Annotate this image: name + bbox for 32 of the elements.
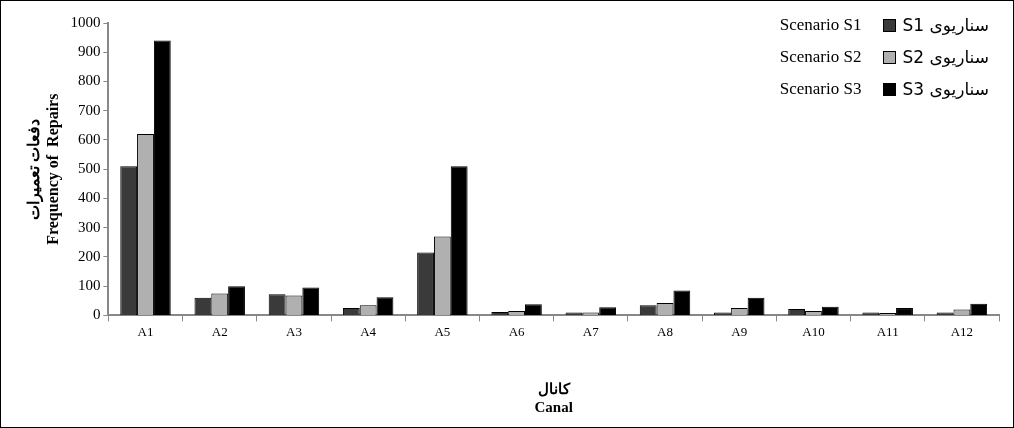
x-tick-label: A12 — [950, 323, 974, 339]
bar — [450, 166, 468, 315]
y-tick-label: 1000 — [70, 13, 101, 30]
annotation: Scenario S3 — [779, 79, 862, 99]
legend-label: سناریوی S2 — [902, 47, 989, 67]
y-tick-label: 100 — [77, 277, 101, 294]
y-tick-label: 0 — [92, 306, 101, 323]
x-tick-label: A7 — [582, 323, 600, 339]
x-tick-label: A5 — [434, 323, 451, 339]
annotation: Scenario S2 — [779, 47, 862, 67]
bar — [599, 307, 617, 315]
x-tick-label: A2 — [211, 323, 228, 339]
x-tick-label: A10 — [802, 323, 825, 339]
x-tick-label: A11 — [876, 323, 899, 339]
y-tick-label: 600 — [77, 130, 101, 147]
x-tick-label: A1 — [137, 323, 154, 339]
bar — [228, 286, 245, 315]
legend-label: سناریوی S3 — [902, 79, 989, 99]
y-tick-label: 500 — [77, 160, 101, 177]
annotation: Scenario S1 — [779, 15, 862, 35]
y-tick-label: 700 — [77, 101, 101, 118]
x-tick-label: A9 — [731, 323, 748, 339]
x-tick-label: A4 — [360, 323, 377, 339]
legend-label: سناریوی S1 — [902, 15, 989, 35]
y-tick-label: 300 — [77, 218, 101, 235]
y-tick-label: 800 — [77, 72, 101, 89]
x-tick-label: A6 — [508, 323, 526, 339]
y-tick-label: 200 — [77, 247, 101, 264]
y-tick-label: 900 — [77, 43, 101, 60]
y-tick-label: 400 — [77, 189, 101, 206]
x-tick-label: A3 — [286, 323, 302, 339]
x-tick-label: A8 — [657, 323, 673, 339]
